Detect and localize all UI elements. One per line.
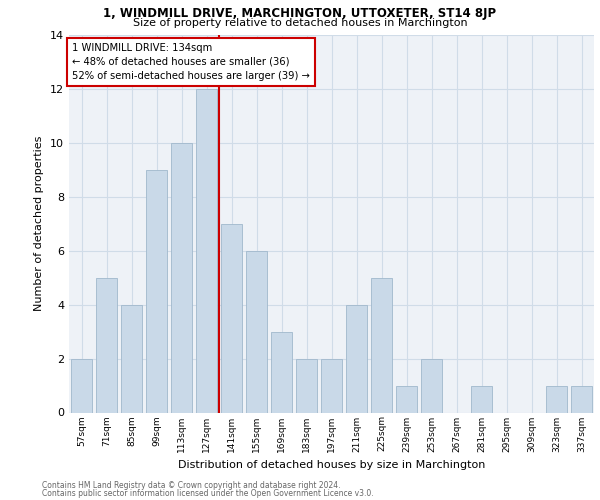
Text: Contains public sector information licensed under the Open Government Licence v3: Contains public sector information licen… — [42, 488, 374, 498]
X-axis label: Distribution of detached houses by size in Marchington: Distribution of detached houses by size … — [178, 460, 485, 470]
Text: Contains HM Land Registry data © Crown copyright and database right 2024.: Contains HM Land Registry data © Crown c… — [42, 481, 341, 490]
Y-axis label: Number of detached properties: Number of detached properties — [34, 136, 44, 312]
Bar — [471, 386, 492, 412]
Bar — [71, 358, 92, 412]
Bar — [121, 304, 142, 412]
Bar — [296, 358, 317, 412]
Bar — [571, 386, 592, 412]
Bar — [371, 278, 392, 412]
Text: 1, WINDMILL DRIVE, MARCHINGTON, UTTOXETER, ST14 8JP: 1, WINDMILL DRIVE, MARCHINGTON, UTTOXETE… — [103, 8, 497, 20]
Bar — [346, 304, 367, 412]
Bar — [146, 170, 167, 412]
Bar — [171, 143, 192, 412]
Bar — [321, 358, 342, 412]
Bar — [546, 386, 567, 412]
Bar — [421, 358, 442, 412]
Bar — [396, 386, 417, 412]
Bar — [96, 278, 117, 412]
Bar — [271, 332, 292, 412]
Bar — [246, 250, 267, 412]
Text: 1 WINDMILL DRIVE: 134sqm
← 48% of detached houses are smaller (36)
52% of semi-d: 1 WINDMILL DRIVE: 134sqm ← 48% of detach… — [71, 42, 310, 80]
Bar — [196, 89, 217, 412]
Text: Size of property relative to detached houses in Marchington: Size of property relative to detached ho… — [133, 18, 467, 28]
Bar — [221, 224, 242, 412]
